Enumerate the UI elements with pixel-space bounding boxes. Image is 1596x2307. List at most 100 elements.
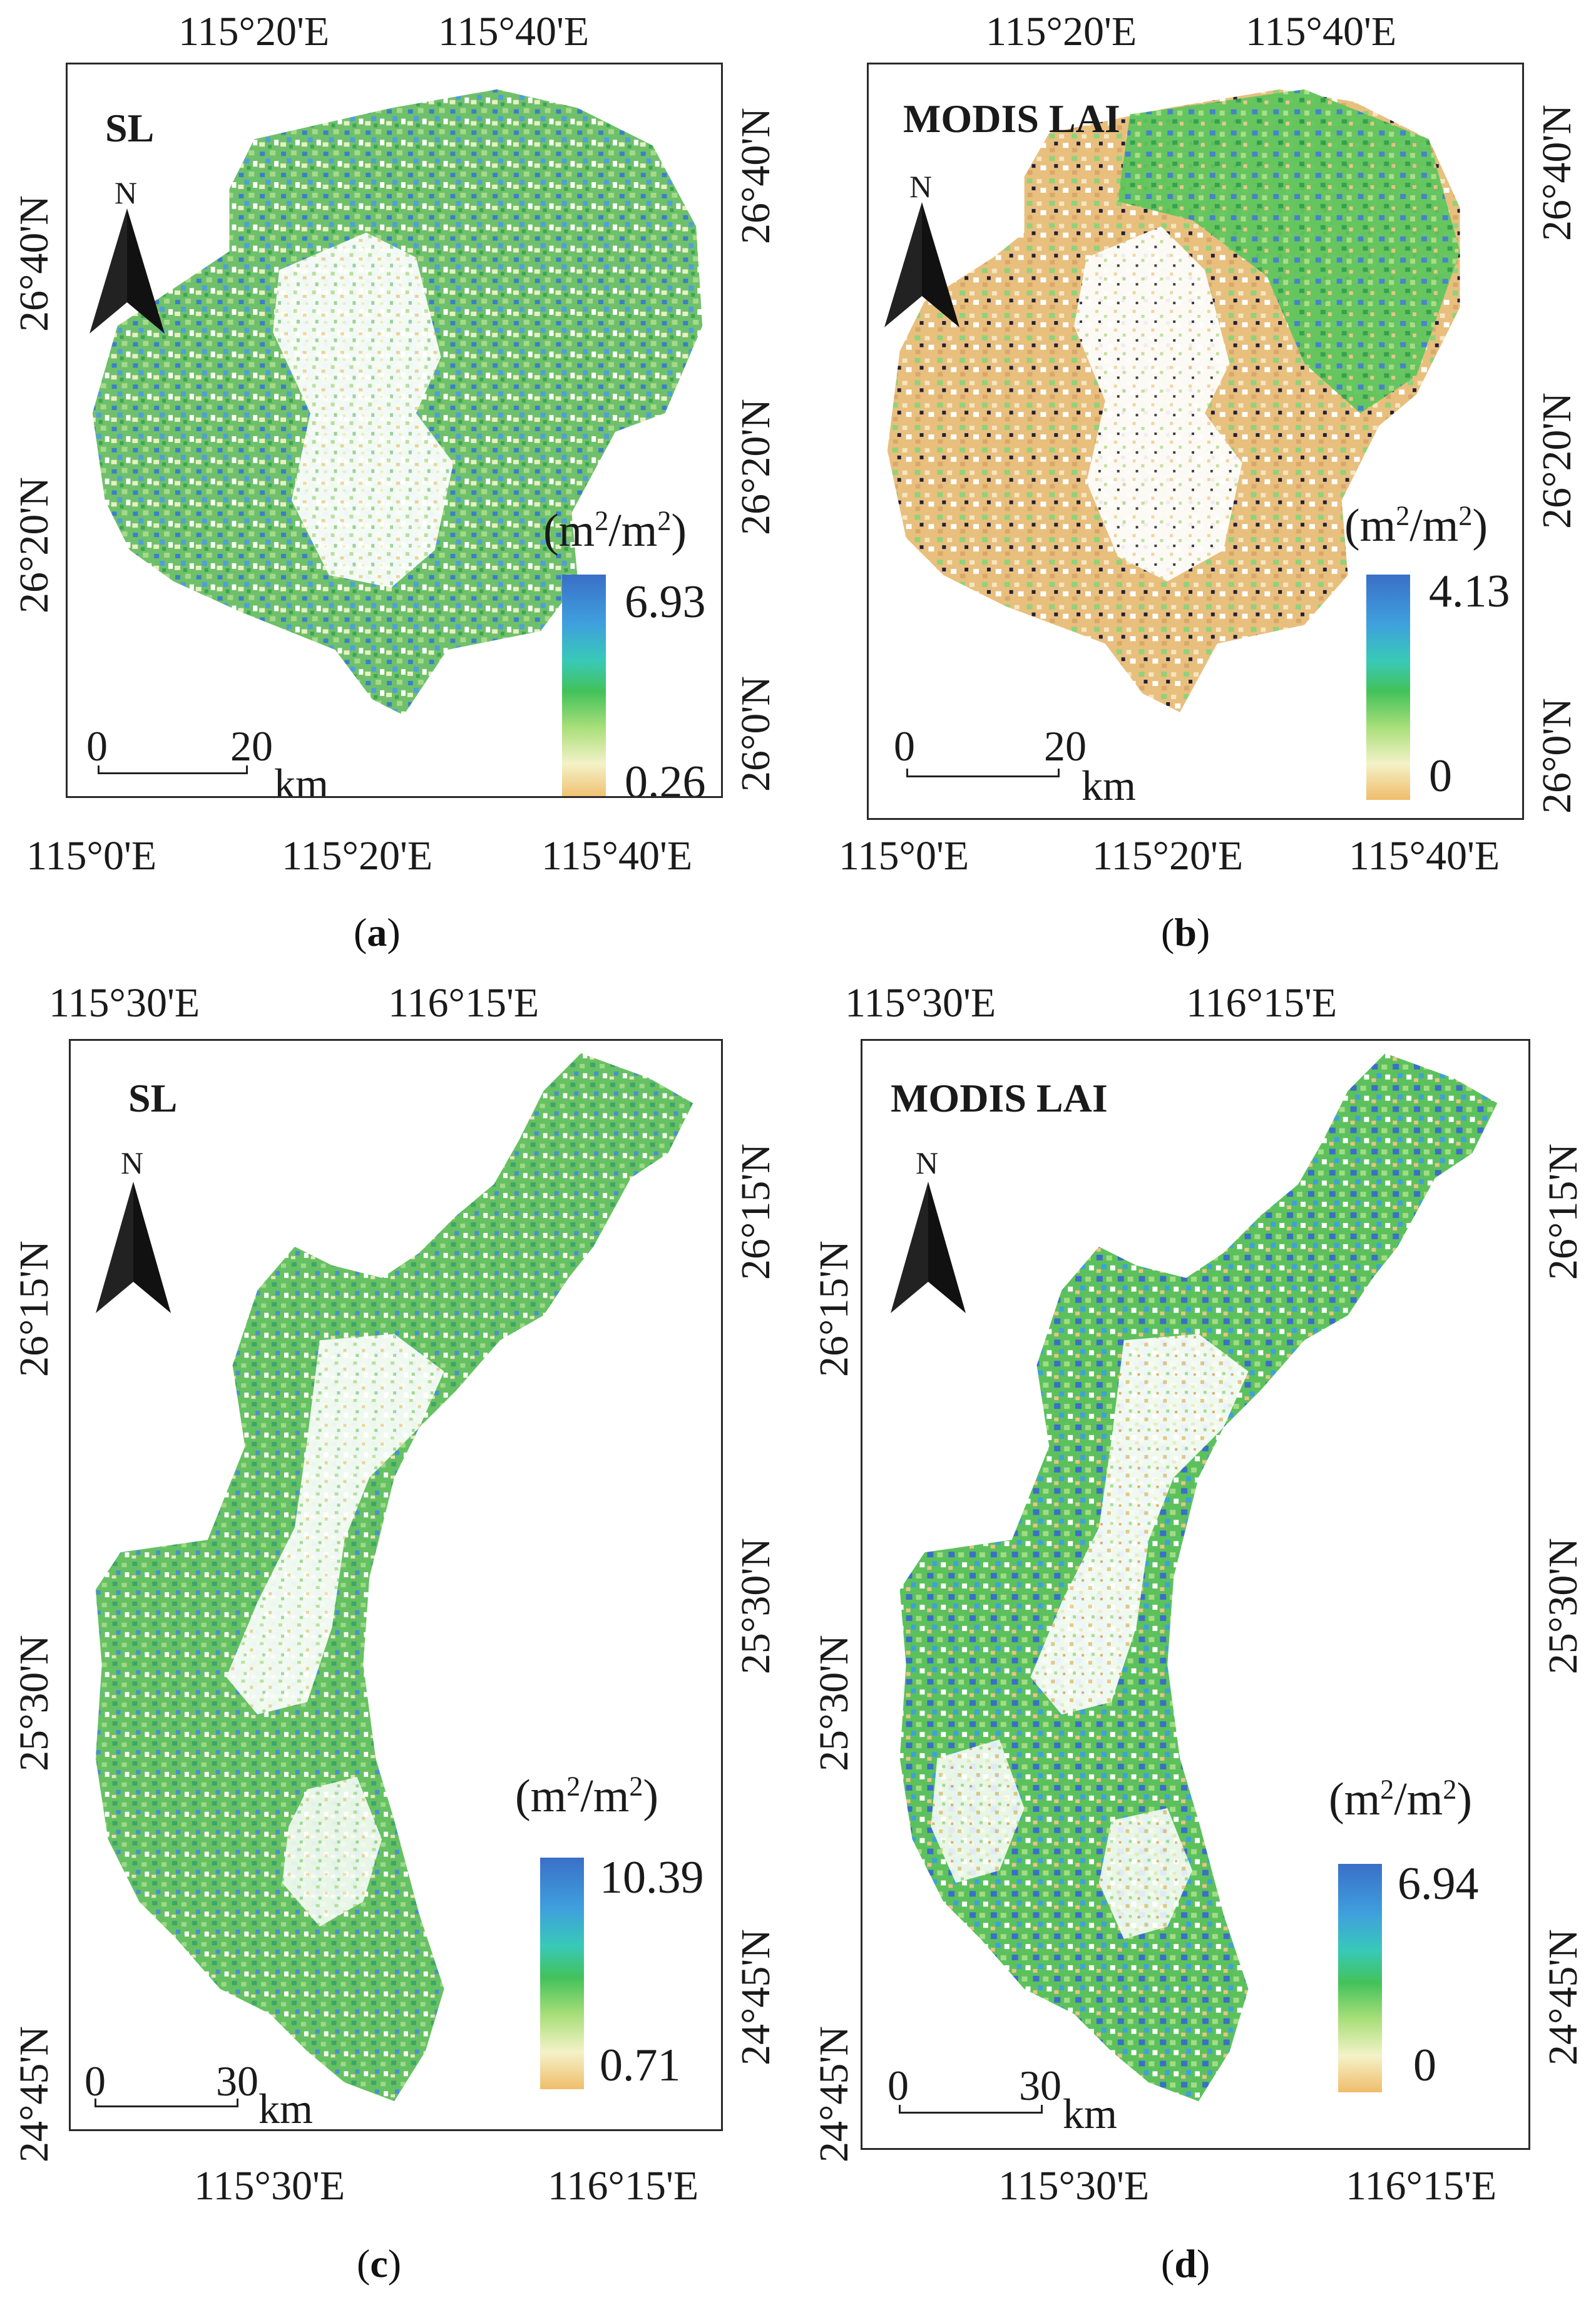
scale-unit-a: km [274, 760, 329, 798]
right-tick-d-1: 26°15'N [1540, 1143, 1586, 1280]
right-tick-d-2: 25°30'N [1540, 1538, 1586, 1674]
left-tick-d-2: 25°30'N [811, 1635, 857, 1771]
caption-c: (c) [357, 2241, 402, 2286]
north-arrow-icon [90, 208, 165, 334]
bottom-tick-c-2: 116°15'E [548, 2163, 699, 2209]
legend-max-b: 4.13 [1429, 566, 1510, 617]
scale-unit-c: km [258, 2085, 313, 2131]
scale-zero-a: 0 [86, 722, 108, 770]
low-region-b [1074, 226, 1242, 581]
legend-colorbar-d [1338, 1864, 1382, 2092]
left-tick-d-3: 24°45'N [811, 2026, 857, 2162]
north-arrow-icon [884, 202, 959, 327]
legend-max-c: 10.39 [600, 1852, 704, 1903]
bottom-tick-a-3: 115°40'E [541, 833, 693, 879]
caption-a: (a) [354, 910, 401, 954]
scale-zero-d: 0 [888, 2062, 909, 2109]
bottom-tick-b-2: 115°20'E [1092, 833, 1244, 879]
scale-bar-d [899, 2105, 1043, 2114]
scale-bar-b [906, 769, 1060, 777]
top-tick-c-1: 115°30'E [49, 980, 200, 1026]
right-tick-a-1: 26°40'N [733, 108, 779, 244]
right-tick-a-3: 26°0'N [733, 676, 779, 792]
low-region-c [226, 1334, 444, 1715]
left-tick-c-1: 26°15'N [11, 1240, 57, 1377]
scale-bar-c [95, 2099, 238, 2107]
north-arrow-a: N [86, 177, 168, 346]
right-tick-d-3: 24°45'N [1540, 1929, 1586, 2065]
right-tick-a-2: 26°20'N [733, 399, 779, 535]
bottom-tick-b-1: 115°0'E [839, 833, 969, 879]
north-arrow-d: N [888, 1147, 969, 1329]
scale-end-a: 20 [230, 722, 273, 770]
right-tick-b-3: 26°0'N [1534, 698, 1580, 814]
top-tick-b-1: 115°20'E [986, 9, 1137, 54]
north-letter-d: N [916, 1145, 939, 1180]
region-shape-d [899, 1053, 1498, 2102]
map-title-a: SL [105, 106, 155, 150]
low-region-d [1030, 1334, 1249, 1715]
legend-colorbar-c [540, 1858, 584, 2089]
north-arrow-b: N [881, 171, 963, 340]
north-arrow-icon [891, 1182, 966, 1313]
legend-min-a: 0.26 [625, 757, 706, 798]
legend-unit-c: (m2/m2) [515, 1771, 658, 1822]
right-tick-c-3: 24°45'N [733, 1929, 779, 2065]
legend-unit-a: (m2/m2) [543, 505, 687, 556]
region-shape-c [95, 1053, 693, 2102]
lai-map-d [899, 1053, 1498, 2102]
legend-min-d: 0 [1413, 2040, 1436, 2091]
scale-zero-c: 0 [84, 2057, 106, 2105]
legend-max-d: 6.94 [1398, 1858, 1479, 1910]
map-frame-d: MODIS LAI N (m2/m2) 6.94 0 0 30 km [861, 1039, 1530, 2150]
scale-zero-b: 0 [894, 722, 915, 770]
bottom-tick-a-2: 115°20'E [282, 833, 433, 879]
left-tick-c-3: 24°45'N [11, 2026, 57, 2162]
top-tick-d-2: 116°15'E [1186, 980, 1338, 1026]
legend-colorbar-b [1366, 575, 1410, 800]
lai-map-a [92, 89, 703, 715]
legend-min-b: 0 [1429, 750, 1452, 802]
top-tick-c-2: 116°15'E [388, 980, 540, 1026]
left-tick-a-1: 26°40'N [11, 195, 57, 332]
left-tick-d-1: 26°15'N [811, 1240, 857, 1377]
right-tick-c-1: 26°15'N [733, 1143, 779, 1280]
caption-d: (d) [1161, 2241, 1210, 2286]
scale-bar-a [98, 765, 248, 774]
north-arrow-c: N [93, 1147, 174, 1329]
low-region-d-2 [931, 1739, 1025, 1883]
bottom-tick-a-1: 115°0'E [26, 833, 157, 879]
scale-end-b: 20 [1044, 722, 1087, 770]
top-tick-a-2: 115°40'E [438, 9, 590, 54]
north-letter-a: N [115, 175, 138, 210]
right-tick-c-2: 25°30'N [733, 1538, 779, 1674]
scale-unit-d: km [1063, 2090, 1117, 2137]
left-tick-c-2: 25°30'N [11, 1635, 57, 1771]
map-title-c: SL [128, 1076, 178, 1120]
legend-unit-d: (m2/m2) [1329, 1774, 1472, 1825]
north-arrow-icon [96, 1182, 171, 1313]
map-frame-a: SL N (m2/m2) 6.93 0.26 0 20 km [66, 63, 723, 798]
bottom-tick-b-3: 115°40'E [1349, 833, 1500, 879]
legend-max-a: 6.93 [625, 576, 706, 628]
green-region-b [1117, 89, 1460, 414]
scale-unit-b: km [1082, 762, 1136, 809]
bottom-tick-c-1: 115°30'E [194, 2163, 345, 2209]
bottom-tick-d-2: 116°15'E [1346, 2163, 1497, 2209]
lai-map-c [95, 1053, 693, 2102]
map-frame-c: SL N (m2/m2) 10.39 0.71 0 30 km [69, 1039, 723, 2131]
north-letter-b: N [909, 169, 933, 204]
legend-colorbar-a [562, 575, 606, 796]
low-region-d-3 [1098, 1808, 1193, 1940]
top-tick-b-2: 115°40'E [1246, 9, 1397, 54]
right-tick-b-1: 26°40'N [1534, 105, 1580, 241]
lai-map-b [887, 89, 1460, 712]
legend-min-c: 0.71 [600, 2040, 681, 2091]
right-tick-b-2: 26°20'N [1534, 392, 1580, 529]
caption-b: (b) [1161, 910, 1210, 954]
map-title-d: MODIS LAI [891, 1076, 1108, 1120]
low-region-a [273, 232, 454, 588]
left-tick-a-2: 26°20'N [11, 477, 57, 613]
scale-end-c: 30 [216, 2057, 258, 2105]
map-title-b: MODIS LAI [903, 96, 1120, 141]
